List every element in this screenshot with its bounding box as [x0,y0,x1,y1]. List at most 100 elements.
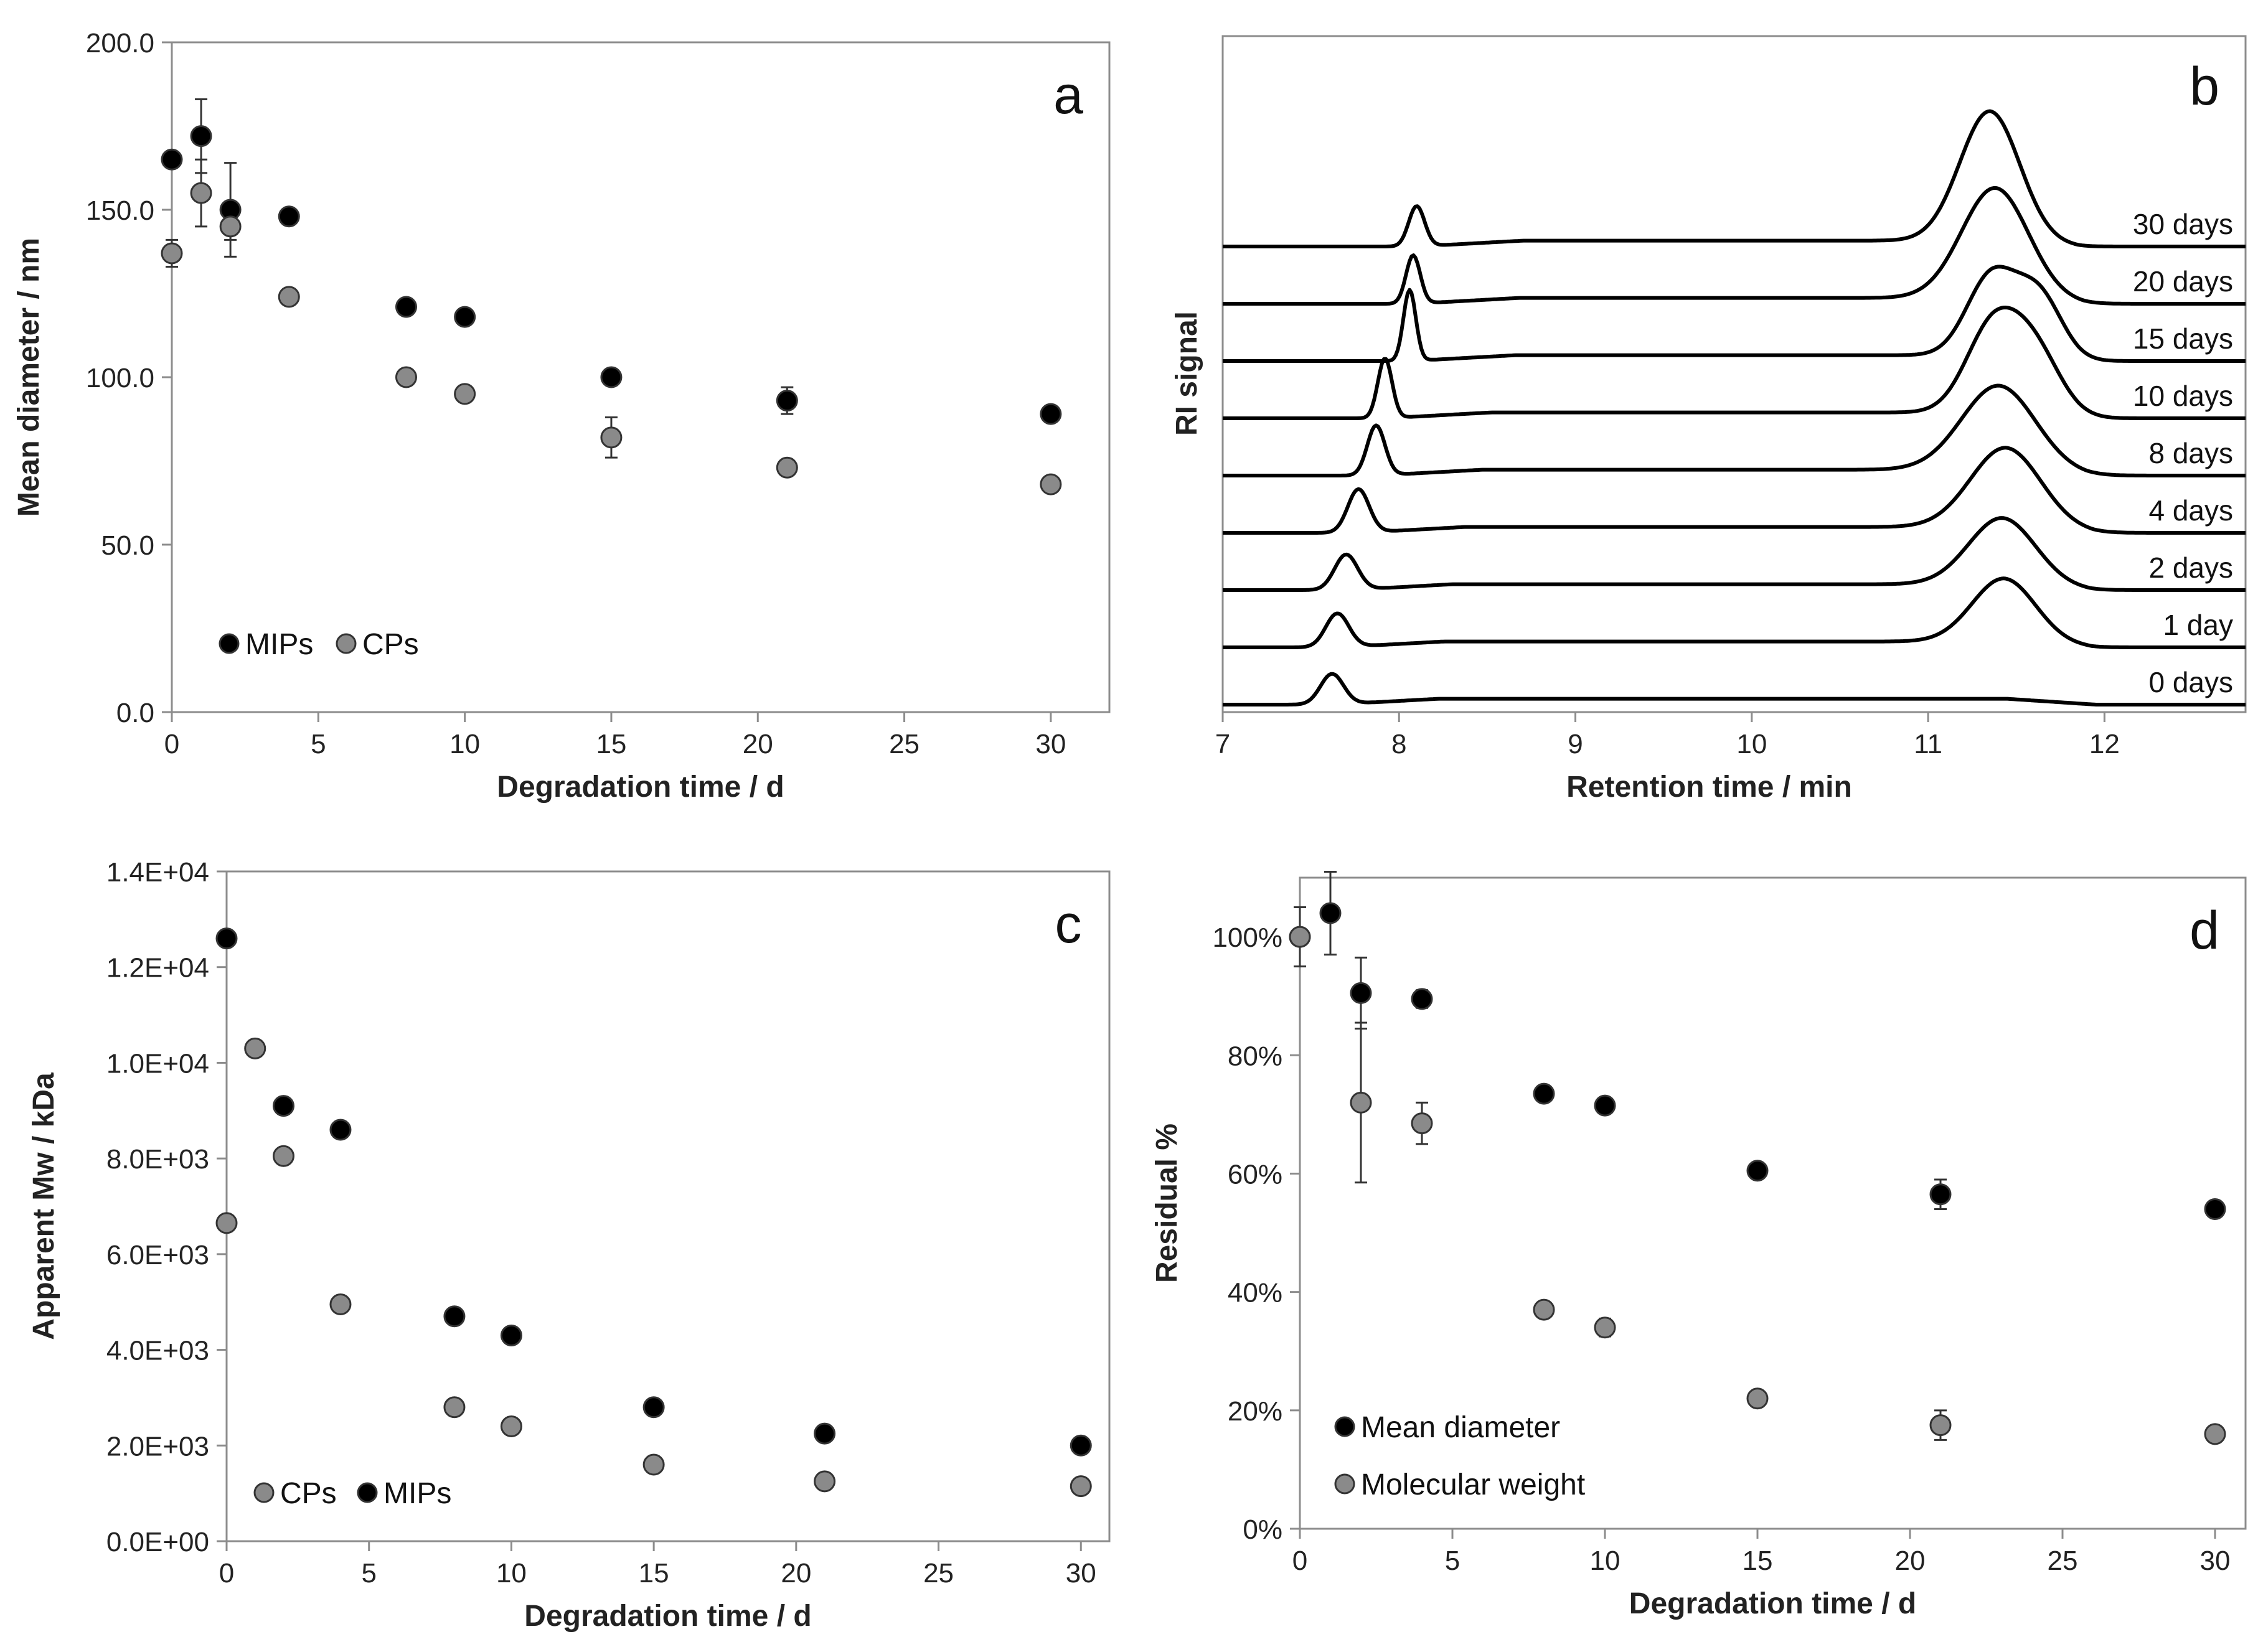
x-tick-label: 10 [496,1558,527,1589]
data-point-mean-diameter [1533,1082,1555,1105]
y-axis-title: Residual % [1150,1124,1183,1283]
data-point-cps [329,1293,352,1316]
x-tick-label: 20 [781,1558,811,1589]
data-point-mips [814,1422,836,1445]
plot-frame [171,41,1111,713]
y-tick-label: 8.0E+03 [106,1144,209,1175]
data-point-cps [1040,473,1062,495]
data-point-cps [215,1212,238,1234]
data-point-mips [329,1119,352,1141]
legend-label: MIPs [383,1477,451,1510]
ri-trace [1223,109,2246,248]
data-point-mips [272,1095,294,1117]
x-tick-label: 10 [1736,729,1767,759]
data-point-mips [161,148,183,171]
data-point-mean-diameter [1929,1183,1952,1206]
ri-trace [1223,265,2246,363]
panel-a: 0 5 10 15 20 25 30 0.0 50.0 100.0 150.0 200.0 Degrad… [12,28,1111,804]
x-axis-title: Degradation time / d [497,771,784,804]
y-tick-label: 0% [1243,1514,1282,1545]
x-tick-label: 30 [1035,729,1066,759]
legend-label: CPs [280,1477,337,1510]
trace-label: 0 days [2148,666,2233,698]
data-point-mips [454,306,476,328]
data-point-molecular-weight [1411,1112,1433,1135]
legend-marker [219,633,240,654]
data-point-mips [642,1396,665,1419]
data-point-mips [215,927,238,950]
data-point-mips [500,1325,522,1347]
y-tick-label: 100% [1212,922,1282,953]
plot-frame [225,870,1111,1542]
trace-label: 10 days [2133,380,2233,412]
x-tick-label: 9 [1568,729,1583,759]
trace-label: 2 days [2148,551,2233,584]
y-axis-title: Apparent Mw / kDa [27,1072,60,1340]
y-tick-label: 80% [1228,1041,1282,1071]
y-tick-label: 0.0 [116,698,154,728]
x-tick-label: 25 [2048,1546,2078,1576]
trace-label: 30 days [2133,208,2233,240]
trace-label: 20 days [2133,265,2233,298]
x-tick-label: 0 [219,1558,234,1589]
data-point-cps [814,1470,836,1493]
data-point-cps [1070,1475,1092,1498]
data-point-mips [600,366,623,388]
data-point-mips [1070,1434,1092,1457]
data-point-cps [219,215,242,238]
data-point-mips [776,390,798,412]
x-axis-title: Degradation time / d [524,1600,811,1633]
plot-frame [1221,35,2247,713]
data-point-mips [190,125,212,148]
panel-letter: b [2190,57,2219,116]
data-point-cps [600,426,623,449]
ri-trace [1223,306,2246,420]
data-point-cps [161,242,183,265]
data-point-cps [443,1396,466,1419]
y-tick-label: 0.0E+00 [106,1527,209,1557]
legend-marker [336,633,357,654]
panel-letter: a [1053,65,1083,125]
panel-c: 0 5 10 15 20 25 30 0.0E+00 2.0E+03 4.0E+03 6.0E+03… [27,857,1111,1633]
y-axis-title: RI signal [1170,311,1203,436]
y-tick-label: 2.0E+03 [106,1431,209,1462]
data-point-cps [776,456,798,479]
data-point-mips [278,205,300,228]
legend-marker [1334,1416,1355,1437]
panel-d: 0 5 10 15 20 25 30 0% 20% 40% 60% 80% 100% Degradatio… [1150,870,2247,1620]
panel-letter: d [2190,901,2219,960]
ri-trace [1223,576,2246,649]
y-tick-label: 60% [1228,1159,1282,1190]
x-tick-label: 15 [639,1558,669,1589]
data-point-mean-diameter [1746,1160,1769,1182]
x-tick-label: 25 [923,1558,954,1589]
panel-b: 7 8 9 10 11 12 Retention time / min RI signal b 0… [1170,35,2247,804]
y-tick-label: 150.0 [86,195,154,226]
data-point-mean-diameter [1350,982,1372,1004]
legend-label: MIPs [245,628,313,661]
x-tick-label: 0 [164,729,179,759]
ri-trace [1223,516,2246,592]
legend-marker [253,1482,275,1503]
data-point-mips [1040,403,1062,425]
x-tick-label: 10 [449,729,480,759]
y-tick-label: 100.0 [86,363,154,393]
plot-frame [1299,876,2247,1530]
data-point-cps [454,383,476,405]
trace-label: 15 days [2133,322,2233,355]
x-tick-label: 11 [1914,729,1942,759]
data-point-mips [395,296,417,318]
x-tick-label: 0 [1292,1546,1307,1576]
data-point-molecular-weight [1350,1091,1372,1114]
x-tick-label: 5 [311,729,326,759]
legend-marker [1334,1473,1355,1495]
data-point-cps [395,366,417,388]
y-tick-label: 50.0 [101,530,154,561]
x-tick-label: 15 [596,729,626,759]
y-tick-label: 1.0E+04 [106,1048,209,1079]
ri-trace [1223,446,2246,535]
data-point-molecular-weight [1533,1298,1555,1321]
x-tick-label: 10 [1590,1546,1621,1576]
legend-label: Molecular weight [1361,1468,1585,1501]
data-point-molecular-weight [2204,1423,2226,1445]
